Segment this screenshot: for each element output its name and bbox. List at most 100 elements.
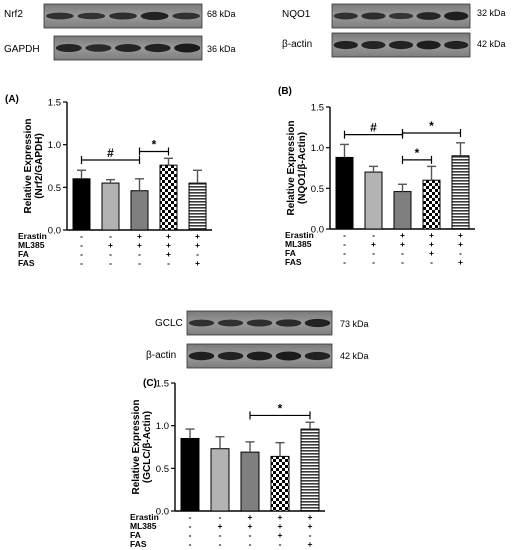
blot-band [45,12,74,20]
bar [393,191,412,230]
treatment-sign: - [219,512,222,522]
treatment-sign: + [248,521,253,531]
y-tick-label: 1.0 [311,143,324,154]
y-tick-label: 1.5 [156,379,169,390]
blot-band [246,351,273,361]
treatment-sign: - [196,249,199,259]
treatment-sign: + [400,239,405,249]
chart-panel-b: (B) 0.0 0.5 1.0 1.5 Relative Expression (NQO1… [278,86,475,267]
blot-band [172,12,201,20]
treatment-label: FA [285,248,296,258]
blot-band [361,12,386,20]
treatment-sign: - [189,512,192,522]
bar [101,182,120,231]
treatment-sign: + [166,249,171,259]
blot-kda: 68 kDa [207,9,236,19]
chart-panel-a: (A) 0.0 0.5 1.0 1.5 Relative Expression (Nrf2… [5,94,212,268]
treatment-sign: - [80,249,83,259]
significance-mark: # [370,121,377,135]
blot-band [246,319,273,327]
treatment-sign: + [278,512,283,522]
y-tick-label: 1.5 [48,98,61,109]
blot-band [275,351,302,361]
treatment-sign: - [249,539,252,549]
treatment-label: FAS [285,257,302,267]
blot-band [55,44,82,52]
bar [130,190,149,231]
bar [270,455,290,512]
treatment-sign: - [401,257,404,267]
treatment-sign: - [343,248,346,258]
blot-label: β-actin [146,350,176,361]
treatment-sign: - [109,249,112,259]
treatment-label: Erastin [130,512,159,522]
treatment-sign: - [343,257,346,267]
blot-band [217,319,244,327]
treatment-label: FAS [18,258,35,268]
blot-nqo1: NQO1 32 kDa [282,3,506,29]
chart-panel-c: (C) 0.0 0.5 1.0 1.5 Relative Expression (GCLC… [130,378,325,549]
panel-label: (B) [278,86,292,97]
treatment-sign: + [195,240,200,250]
treatment-sign: + [458,230,463,240]
treatment-sign: + [248,512,253,522]
treatment-sign: - [372,230,375,240]
bar [180,437,200,512]
treatment-label: FAS [130,539,147,549]
treatment-sign: - [138,258,141,268]
blot-gclc: GCLC 73 kDa [155,310,369,336]
treatment-sign: + [195,231,200,241]
panel-label: (C) [143,378,157,389]
significance-mark: * [278,401,283,415]
treatment-sign: - [372,248,375,258]
blot-band [77,12,106,20]
treatment-sign: - [219,539,222,549]
treatment-label: ML385 [285,239,312,249]
blot-kda: 42 kDa [477,39,506,49]
blot-band [114,44,142,52]
treatment-sign: - [167,258,170,268]
blot-label: GAPDH [4,44,40,55]
treatment-sign: - [138,249,141,259]
blot-band [388,40,414,50]
treatment-sign: - [279,539,282,549]
blot-band [174,43,201,53]
treatment-sign: + [166,231,171,241]
blot-label: NQO1 [282,9,311,20]
treatment-label: ML385 [18,240,45,250]
treatment-sign: + [458,257,463,267]
bar [72,178,91,231]
treatment-sign: + [108,240,113,250]
y-tick-label: 0.0 [48,226,61,237]
treatment-sign: + [371,239,376,249]
blot-kda: 42 kDa [340,351,369,361]
y-tick-label: 0.5 [311,184,324,195]
blot-band [275,319,302,327]
blot-label: GCLC [155,318,183,329]
treatment-sign: - [343,239,346,249]
blot-band [333,40,358,50]
y-tick-label: 0.5 [48,183,61,194]
significance-mark: * [152,137,157,151]
treatment-sign: + [137,240,142,250]
bar [240,451,260,512]
blot-band [361,41,386,49]
panel-label: (A) [5,94,19,105]
blot-label: β-actin [282,39,312,50]
significance-mark: # [107,146,114,160]
blot-nrf2: Nrf2 68 kDa [4,3,236,29]
bar [364,171,383,230]
blot-band [388,12,414,20]
significance-mark: * [415,146,420,160]
y-tick-label: 1.5 [311,103,324,114]
treatment-sign: - [249,530,252,540]
y-axis-label: Relative Expression [23,118,34,213]
treatment-sign: + [308,521,313,531]
treatment-sign: + [278,530,283,540]
treatment-sign: - [80,258,83,268]
y-axis-label-unit: (GCLC/β-Actin) [142,411,153,483]
blot-band [333,12,358,20]
treatment-sign: + [137,231,142,241]
treatment-sign: + [429,230,434,240]
y-axis-label: Relative Expression [286,120,297,215]
